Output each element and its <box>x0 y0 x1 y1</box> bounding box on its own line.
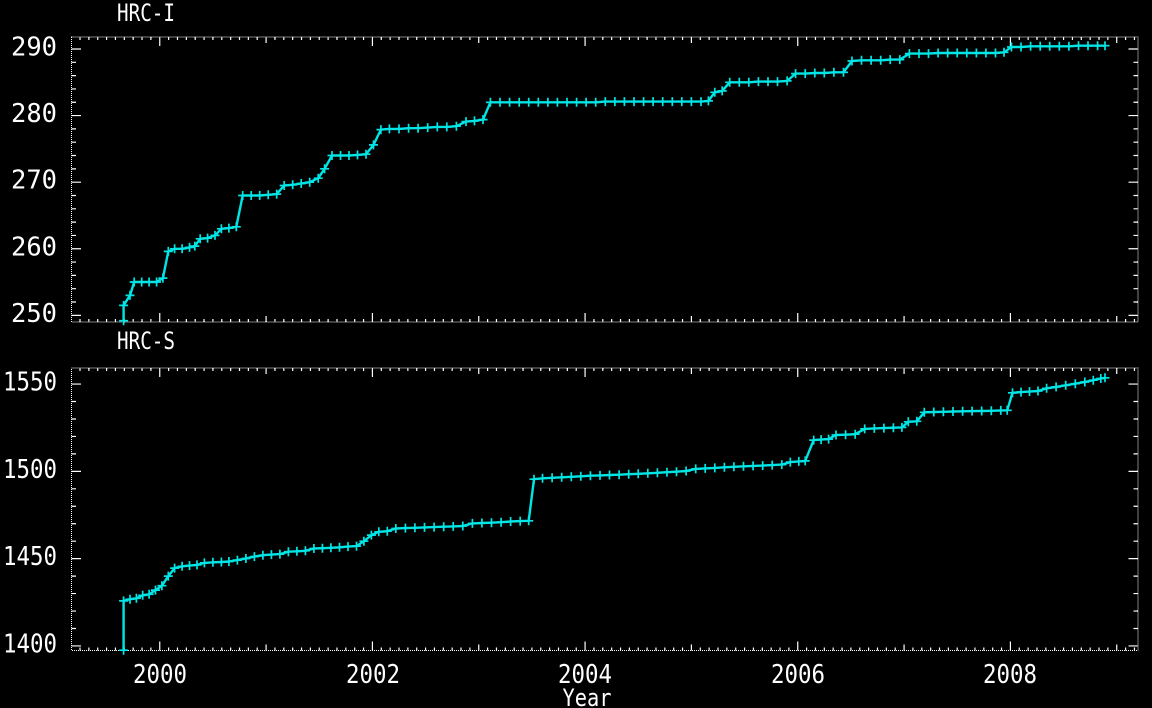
hrc-i-frame <box>71 36 1139 323</box>
y-tick-label: 290 <box>11 33 57 63</box>
y-tick-label: 270 <box>11 166 57 196</box>
bottom-panel-title: HRC-S <box>117 327 175 355</box>
x-tick-label: 2002 <box>346 660 400 690</box>
series <box>119 41 1110 655</box>
x-tick-label: 2008 <box>983 660 1037 690</box>
top-panel-title: HRC-I <box>117 0 175 27</box>
hrc-i-ticks <box>71 37 1138 322</box>
y-tick-label: 280 <box>11 99 57 129</box>
y-tick-label: 1400 <box>3 629 57 659</box>
hrc-s-ticks <box>71 368 1138 651</box>
axis-labels: HRC-I HRC-S 250 260 270 280 290 1400 145… <box>3 0 1037 708</box>
y-tick-label: 250 <box>11 299 57 329</box>
hrc-i-series-markers <box>119 41 1110 326</box>
axes <box>71 36 1139 651</box>
hrc-s-frame <box>71 367 1139 651</box>
hrc-s-series-markers <box>119 373 1110 655</box>
x-axis-title: Year <box>563 684 612 708</box>
y-tick-label: 1500 <box>3 455 57 485</box>
hrc-s-series-line <box>122 376 1106 651</box>
y-tick-label: 1550 <box>3 368 57 398</box>
y-tick-label: 1450 <box>3 542 57 572</box>
y-tick-label: 260 <box>11 232 57 262</box>
x-tick-label: 2004 <box>558 660 612 690</box>
hrc-i-series-line <box>122 44 1105 321</box>
x-tick-label: 2000 <box>133 660 187 690</box>
x-tick-label: 2006 <box>771 660 825 690</box>
